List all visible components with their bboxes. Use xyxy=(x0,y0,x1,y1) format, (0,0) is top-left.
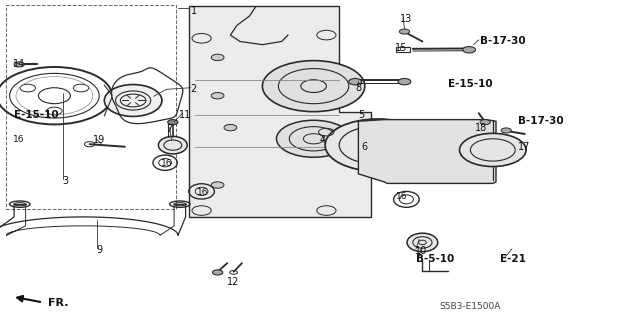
Text: 9: 9 xyxy=(96,245,102,256)
Ellipse shape xyxy=(407,233,438,252)
Circle shape xyxy=(463,47,476,53)
Circle shape xyxy=(276,120,351,157)
Text: 13: 13 xyxy=(400,14,412,24)
Text: B-17-30: B-17-30 xyxy=(518,116,564,126)
Text: 16: 16 xyxy=(161,159,173,168)
Text: 5: 5 xyxy=(358,110,365,121)
Circle shape xyxy=(501,128,511,133)
Circle shape xyxy=(212,270,223,275)
Ellipse shape xyxy=(104,85,162,116)
Circle shape xyxy=(460,133,526,167)
Circle shape xyxy=(168,120,178,125)
Text: 4: 4 xyxy=(320,135,326,145)
Text: E-15-10: E-15-10 xyxy=(14,110,59,120)
Text: S5B3-E1500A: S5B3-E1500A xyxy=(440,302,501,311)
Text: 1: 1 xyxy=(191,6,197,16)
Circle shape xyxy=(262,61,365,112)
Text: 3: 3 xyxy=(63,176,69,186)
Text: 19: 19 xyxy=(93,135,105,145)
Circle shape xyxy=(211,182,224,188)
Bar xyxy=(6,5,176,209)
Text: 2: 2 xyxy=(191,84,197,94)
Text: 7: 7 xyxy=(166,124,173,134)
Text: 16: 16 xyxy=(396,192,407,201)
Text: FR.: FR. xyxy=(48,298,68,308)
Circle shape xyxy=(211,54,224,61)
Circle shape xyxy=(325,119,430,171)
Text: 15: 15 xyxy=(395,43,407,53)
Text: 11: 11 xyxy=(179,110,191,120)
Text: 10: 10 xyxy=(415,246,427,256)
Text: B-5-10: B-5-10 xyxy=(416,254,454,264)
Text: B-17-30: B-17-30 xyxy=(480,36,525,47)
Circle shape xyxy=(399,29,410,34)
Polygon shape xyxy=(358,120,496,183)
Circle shape xyxy=(480,120,490,125)
Text: E-21: E-21 xyxy=(500,254,526,264)
Polygon shape xyxy=(189,6,371,217)
Text: 16: 16 xyxy=(13,135,24,144)
Circle shape xyxy=(14,62,24,67)
Text: 6: 6 xyxy=(361,142,367,152)
Circle shape xyxy=(398,78,411,85)
Text: 18: 18 xyxy=(475,122,487,133)
Circle shape xyxy=(224,124,237,131)
Text: 16: 16 xyxy=(197,188,209,197)
Text: 17: 17 xyxy=(518,142,531,152)
Circle shape xyxy=(349,78,362,85)
Text: E-15-10: E-15-10 xyxy=(448,78,493,89)
Circle shape xyxy=(211,93,224,99)
Text: 8: 8 xyxy=(355,83,362,93)
Text: 12: 12 xyxy=(227,277,239,287)
Bar xyxy=(396,47,410,52)
Ellipse shape xyxy=(159,136,188,154)
Text: 14: 14 xyxy=(13,59,25,70)
